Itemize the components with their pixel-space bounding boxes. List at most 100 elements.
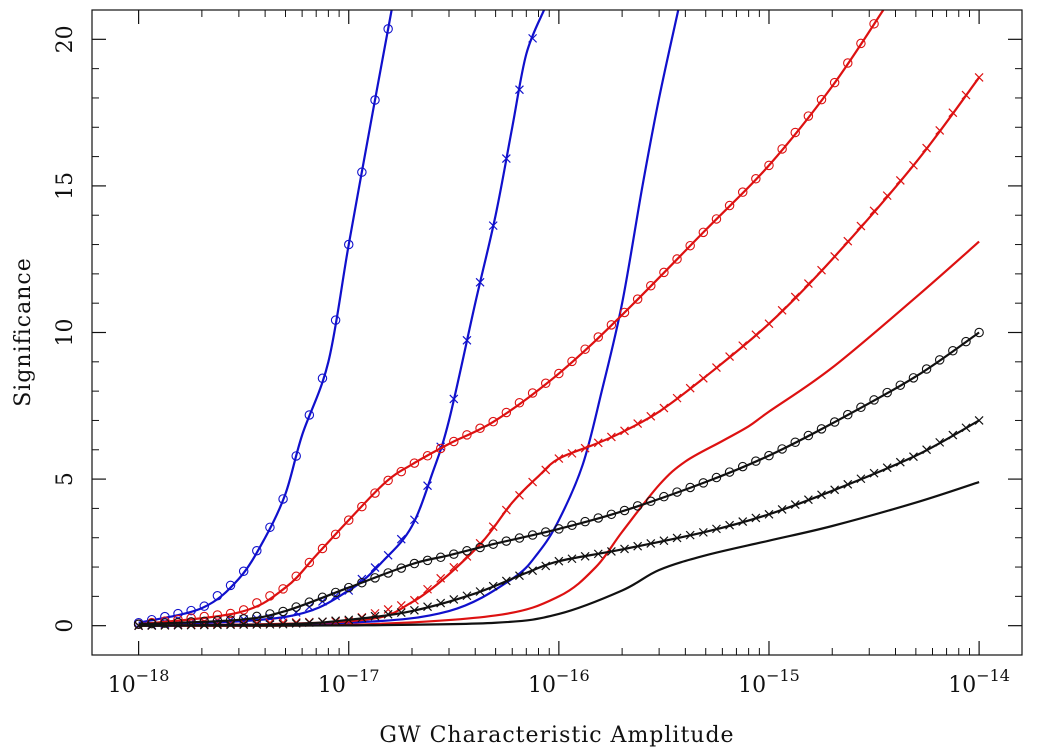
series-marker-x bbox=[528, 477, 538, 487]
series-marker-circle bbox=[527, 388, 538, 398]
series-marker-circle bbox=[764, 160, 774, 171]
series-marker-circle bbox=[698, 478, 709, 488]
series-marker-circle bbox=[317, 592, 328, 603]
series-marker-x bbox=[593, 549, 603, 559]
series-marker-circle bbox=[816, 94, 827, 105]
series-marker-circle bbox=[383, 24, 393, 34]
series-marker-circle bbox=[343, 515, 354, 525]
series-marker-circle bbox=[225, 580, 236, 591]
series-marker-circle bbox=[330, 587, 341, 598]
series-marker-x bbox=[790, 500, 800, 509]
series-marker-x bbox=[515, 85, 524, 95]
series-marker-x bbox=[488, 581, 498, 591]
series-marker-circle bbox=[685, 482, 695, 493]
series-line-1 bbox=[138, 10, 546, 627]
series-marker-x bbox=[948, 430, 958, 440]
series-marker-circle bbox=[291, 602, 301, 612]
series-marker-circle bbox=[869, 19, 879, 29]
series-marker-circle bbox=[225, 608, 236, 619]
series-marker-x bbox=[869, 206, 879, 216]
series-marker-circle bbox=[698, 227, 709, 238]
series-marker-x bbox=[357, 613, 367, 623]
series-marker-x bbox=[134, 621, 144, 631]
series-marker-x bbox=[698, 527, 708, 537]
series-marker-circle bbox=[803, 111, 814, 121]
series-marker-x bbox=[593, 438, 603, 448]
x-tick-label: 10−18 bbox=[108, 666, 170, 698]
series-marker-x bbox=[436, 573, 446, 583]
series-marker-circle bbox=[265, 522, 275, 533]
series-marker-x bbox=[396, 608, 406, 617]
series-marker-circle bbox=[370, 573, 380, 583]
series-marker-circle bbox=[238, 566, 249, 577]
series-marker-circle bbox=[632, 294, 643, 304]
series-marker-circle bbox=[632, 501, 643, 511]
series-line-0 bbox=[138, 10, 393, 624]
series-marker-x bbox=[685, 530, 695, 540]
series-marker-x bbox=[515, 571, 524, 581]
series-marker-circle bbox=[829, 77, 840, 88]
series-marker-circle bbox=[934, 355, 945, 365]
series-marker-x bbox=[620, 544, 629, 554]
series-marker-circle bbox=[619, 307, 630, 318]
series-marker-x bbox=[396, 601, 406, 610]
series-marker-circle bbox=[252, 598, 262, 608]
series-marker-x bbox=[528, 566, 538, 576]
series-marker-x bbox=[554, 556, 564, 566]
series-marker-x bbox=[580, 443, 590, 453]
series-marker-x bbox=[790, 292, 800, 302]
series-marker-x bbox=[830, 251, 840, 261]
series-marker-circle bbox=[146, 618, 157, 629]
series-marker-circle bbox=[921, 364, 932, 374]
series-marker-x bbox=[646, 411, 656, 421]
series-marker-x bbox=[922, 143, 932, 153]
series-line-3 bbox=[138, 10, 885, 626]
series-marker-x bbox=[948, 108, 958, 118]
series-marker-circle bbox=[265, 609, 275, 619]
series-marker-circle bbox=[278, 584, 288, 594]
series-marker-x bbox=[620, 426, 629, 436]
series-marker-x bbox=[462, 335, 472, 345]
series-marker-x bbox=[488, 221, 498, 231]
series-marker-x bbox=[817, 265, 826, 275]
series-marker-circle bbox=[160, 618, 170, 628]
series-marker-circle bbox=[475, 423, 485, 434]
x-tick-label: 10−15 bbox=[738, 666, 800, 698]
series-marker-x bbox=[712, 524, 721, 534]
series-marker-circle bbox=[357, 167, 367, 177]
series-marker-circle bbox=[751, 174, 761, 184]
series-marker-x bbox=[725, 352, 735, 361]
series-marker-x bbox=[528, 33, 538, 43]
series-marker-circle bbox=[357, 501, 367, 512]
series-marker-circle bbox=[291, 451, 301, 461]
series-marker-x bbox=[501, 576, 511, 586]
series-marker-circle bbox=[829, 417, 840, 427]
series-marker-x bbox=[265, 619, 275, 629]
series-marker-circle bbox=[737, 461, 748, 472]
series-marker-circle bbox=[488, 416, 498, 427]
series-marker-circle bbox=[370, 488, 380, 498]
series-marker-circle bbox=[291, 571, 301, 582]
series-marker-x bbox=[974, 73, 984, 82]
series-marker-circle bbox=[961, 336, 971, 347]
x-tick-label: 10−14 bbox=[948, 666, 1010, 698]
series-marker-circle bbox=[554, 524, 564, 534]
series-marker-x bbox=[331, 616, 341, 626]
series-marker-x bbox=[475, 277, 485, 287]
series-marker-circle bbox=[606, 509, 617, 520]
series-marker-x bbox=[803, 495, 813, 505]
series-marker-circle bbox=[856, 402, 866, 413]
series-marker-circle bbox=[527, 530, 538, 540]
series-marker-x bbox=[370, 563, 380, 573]
series-line-7 bbox=[138, 419, 980, 627]
series-marker-x bbox=[370, 611, 380, 621]
series-marker-x bbox=[515, 490, 524, 500]
series-marker-circle bbox=[383, 475, 393, 486]
series-marker-circle bbox=[908, 373, 919, 383]
series-marker-x bbox=[817, 490, 826, 500]
series-marker-x bbox=[803, 279, 813, 288]
series-marker-circle bbox=[724, 200, 735, 211]
y-axis-ticks: 0 5 10 15 20 bbox=[53, 25, 1022, 633]
series-marker-circle bbox=[199, 601, 210, 611]
series-marker-x bbox=[909, 452, 918, 462]
